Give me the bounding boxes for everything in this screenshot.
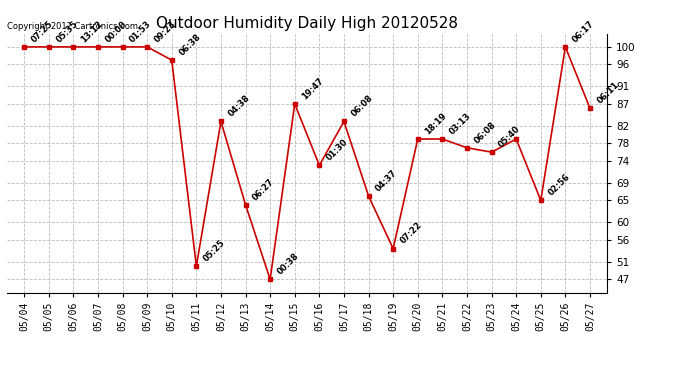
Text: 06:08: 06:08 — [473, 120, 497, 145]
Text: 06:08: 06:08 — [350, 94, 375, 118]
Text: 06:27: 06:27 — [251, 177, 276, 202]
Text: 04:38: 04:38 — [226, 94, 252, 118]
Text: 02:56: 02:56 — [546, 172, 571, 198]
Text: 00:00: 00:00 — [104, 19, 128, 44]
Text: 04:37: 04:37 — [374, 168, 400, 193]
Text: 09:23: 09:23 — [152, 19, 178, 44]
Text: 05:25: 05:25 — [202, 238, 227, 263]
Text: 00:38: 00:38 — [276, 252, 301, 277]
Title: Outdoor Humidity Daily High 20120528: Outdoor Humidity Daily High 20120528 — [156, 16, 458, 31]
Text: 18:19: 18:19 — [424, 111, 448, 136]
Text: 06:38: 06:38 — [177, 32, 202, 57]
Text: Copyright 2012 Cartronics.com: Copyright 2012 Cartronics.com — [7, 22, 138, 31]
Text: 05:40: 05:40 — [497, 124, 522, 149]
Text: 01:30: 01:30 — [325, 138, 350, 162]
Text: 07:25: 07:25 — [30, 19, 55, 44]
Text: 06:17: 06:17 — [571, 19, 596, 44]
Text: 19:47: 19:47 — [300, 76, 326, 101]
Text: 03:13: 03:13 — [448, 111, 473, 136]
Text: 13:12: 13:12 — [79, 19, 104, 44]
Text: 01:53: 01:53 — [128, 19, 153, 44]
Text: 05:35: 05:35 — [55, 19, 79, 44]
Text: 06:11: 06:11 — [595, 80, 621, 105]
Text: 07:22: 07:22 — [399, 220, 424, 246]
